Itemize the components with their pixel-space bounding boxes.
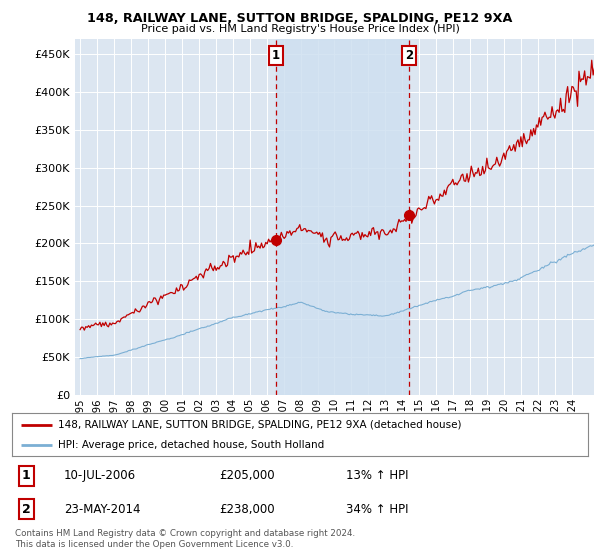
Text: 2: 2	[22, 503, 31, 516]
Text: Price paid vs. HM Land Registry's House Price Index (HPI): Price paid vs. HM Land Registry's House …	[140, 24, 460, 34]
Text: £238,000: £238,000	[220, 503, 275, 516]
Text: 1: 1	[272, 49, 280, 62]
Text: 23-MAY-2014: 23-MAY-2014	[64, 503, 140, 516]
Text: 148, RAILWAY LANE, SUTTON BRIDGE, SPALDING, PE12 9XA: 148, RAILWAY LANE, SUTTON BRIDGE, SPALDI…	[88, 12, 512, 25]
Text: This data is licensed under the Open Government Licence v3.0.: This data is licensed under the Open Gov…	[15, 540, 293, 549]
Text: 148, RAILWAY LANE, SUTTON BRIDGE, SPALDING, PE12 9XA (detached house): 148, RAILWAY LANE, SUTTON BRIDGE, SPALDI…	[58, 420, 461, 430]
Text: £205,000: £205,000	[220, 469, 275, 482]
Text: HPI: Average price, detached house, South Holland: HPI: Average price, detached house, Sout…	[58, 440, 325, 450]
Text: 13% ↑ HPI: 13% ↑ HPI	[346, 469, 409, 482]
Text: 1: 1	[22, 469, 31, 482]
Bar	[275, 39, 409, 395]
Text: 2: 2	[405, 49, 413, 62]
Text: Contains HM Land Registry data © Crown copyright and database right 2024.: Contains HM Land Registry data © Crown c…	[15, 529, 355, 538]
Text: 34% ↑ HPI: 34% ↑ HPI	[346, 503, 409, 516]
Text: 10-JUL-2006: 10-JUL-2006	[64, 469, 136, 482]
